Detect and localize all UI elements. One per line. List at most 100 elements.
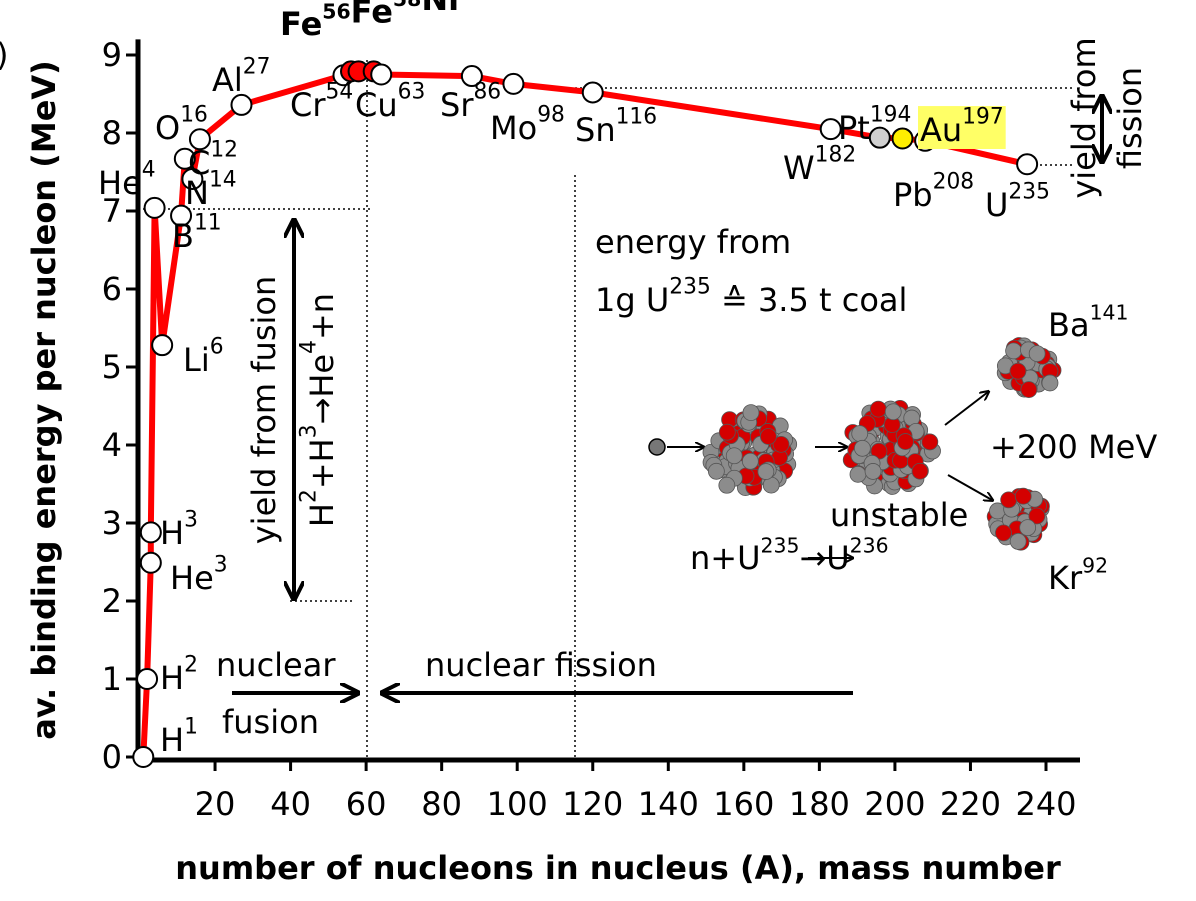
point-label: Al27 [212,54,270,99]
point-label: Au197 [920,104,1004,149]
text-part: Cr [290,86,326,124]
point-label: Sn116 [575,104,657,149]
superscript: 11 [194,210,222,235]
nucleon [1019,519,1037,537]
x-tick-label: 60 [346,785,387,823]
text-part: Pb [893,176,933,214]
superscript: 194 [870,102,912,127]
arrows [232,98,1102,693]
nucleon [718,423,736,441]
annotation: H2+H3→He4+n [296,293,341,527]
text-part: B [172,217,194,255]
superscript: 141 [1090,300,1129,324]
x-tick-label: 200 [864,785,925,823]
text-part: C [188,144,210,182]
text-part: N [185,174,209,212]
superscript: 27 [243,54,271,79]
nucleus-point [370,63,393,86]
text-part: unstable [830,496,968,534]
nucleon [921,433,939,451]
text-part: H [160,659,184,697]
point-label: H2 [160,652,198,697]
x-axis-title: number of nucleons in nucleus (A), mass … [175,849,1061,887]
nucleus-point [188,128,211,151]
nucleus-point [1016,153,1039,176]
nucleus-point [170,204,193,227]
neutron [648,438,666,456]
text-part: Li [183,341,210,379]
text-part: Fe [280,5,322,43]
nucleon [757,463,775,480]
superscript: 6 [210,334,224,359]
superscript: 58 [393,0,421,11]
nucleus-point [151,334,174,357]
superscript: 56 [322,0,350,23]
nucleus-point [143,196,166,219]
text-part: Ni [421,0,459,18]
nucleus-point [181,168,204,191]
nucleon [1028,507,1046,525]
x-tick-label: 140 [638,785,699,823]
y-tick-label: 7 [102,192,122,230]
text-part: 1g U [595,281,669,319]
nucleus-point [581,81,604,104]
nucleon [707,462,725,480]
x-tick-label: 240 [1015,785,1076,823]
nucleon [897,433,914,450]
nucleon [911,462,929,480]
x-tick-label: 80 [421,785,462,823]
text-part: Kr [1048,559,1083,597]
nucleon [1014,487,1032,505]
superscript: 235 [669,274,711,299]
superscript: 14 [209,167,237,192]
nucleus-point [132,746,155,768]
text-part: ≙ 3.5 t coal [711,281,908,319]
x-tick-label: 40 [270,785,311,823]
point-label: Fe56Fe58Ni62 [280,0,487,43]
y-tick-label: 6 [102,270,122,308]
x-tick-label: 180 [789,785,850,823]
annotation: yield from [1065,37,1103,198]
superscript: 98 [537,102,565,127]
nucleon [1020,381,1038,398]
annotation: yield from fusion [245,276,283,545]
superscript: 3 [184,507,198,532]
superscript: 1 [184,714,198,739]
superscript: 54 [326,79,354,104]
x-tick-label: 220 [940,785,1001,823]
text-part: Sr [440,86,474,124]
superscript: 63 [398,79,426,104]
text-part: Pt [838,109,870,147]
nucleon [1028,345,1046,363]
nucleon [864,463,882,480]
nucleon [759,428,777,445]
point-label: C12 [188,137,238,182]
nucleon [854,439,871,457]
superscript: 86 [473,79,501,104]
x-tick-label: 160 [713,785,774,823]
superscript: 92 [1082,553,1108,577]
annotation: Kr92 [1048,553,1108,597]
nucleus-point [502,72,525,95]
annotation: unstable [830,496,968,534]
label-highlight [918,106,1006,149]
text-part: H [160,721,184,759]
superscript: 3 [214,552,228,577]
y-tick-label: 8 [102,114,122,152]
superscript: 208 [933,169,975,194]
point-label: Li6 [183,334,224,379]
text-part: →He [303,354,341,425]
point-label: W182 [783,142,856,187]
x-tick-label: 120 [562,785,623,823]
point-label: Cu63 [355,79,425,124]
nucleon [869,400,887,418]
annotation: nuclear [216,646,336,684]
text-part: H [160,514,184,552]
point-label: B11 [172,210,222,255]
nuclei-illustration [648,337,1062,551]
text-part: W [783,149,815,187]
y-tick-label: 5 [102,348,122,386]
text-part: O [155,109,180,147]
superscript: 116 [616,104,658,129]
